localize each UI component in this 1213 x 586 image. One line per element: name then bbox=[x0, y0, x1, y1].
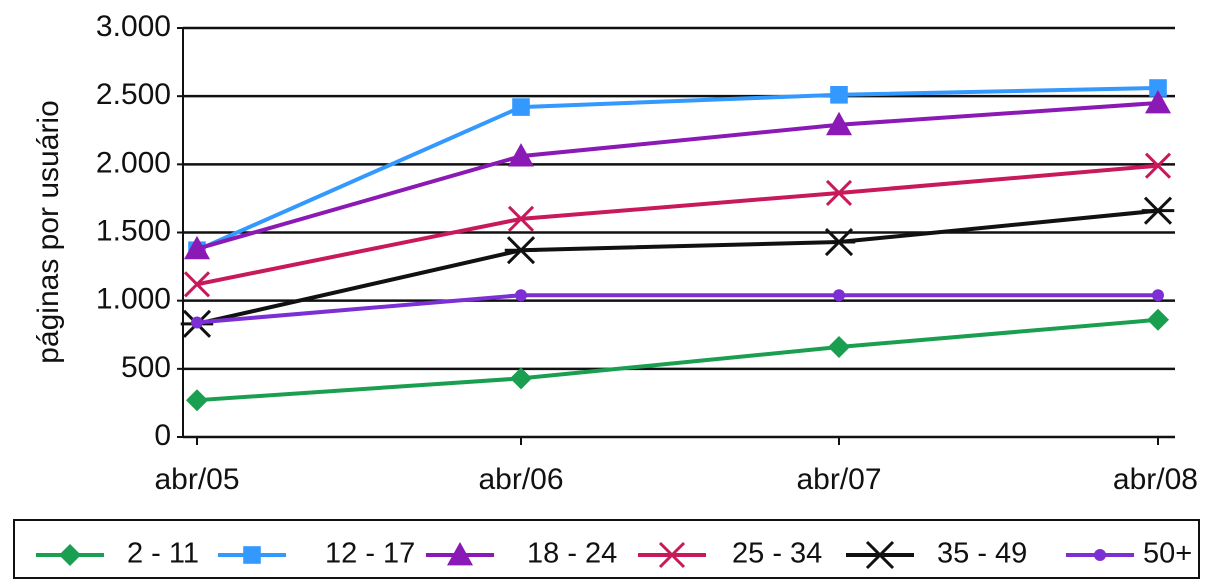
data-point bbox=[1149, 79, 1167, 97]
data-point bbox=[59, 544, 81, 566]
data-point bbox=[1094, 549, 1106, 561]
y-tick-label: 500 bbox=[121, 351, 171, 384]
legend-label: 35 - 49 bbox=[937, 538, 1027, 570]
series-line bbox=[196, 208, 1159, 326]
series-line bbox=[196, 85, 1159, 253]
series-line bbox=[196, 100, 1159, 251]
legend-item: 12 - 17 bbox=[218, 538, 415, 570]
data-point bbox=[1145, 89, 1171, 114]
y-tick-label: 1.500 bbox=[96, 214, 171, 247]
y-axis-title: páginas por usuário bbox=[32, 100, 65, 364]
x-tick-label: abr/08 bbox=[1113, 463, 1198, 496]
data-point bbox=[510, 367, 532, 390]
series-line bbox=[196, 163, 1159, 287]
legend-label: 2 - 11 bbox=[127, 538, 199, 570]
data-point bbox=[512, 98, 530, 116]
series-line bbox=[196, 293, 1158, 325]
y-tick-label: 3.000 bbox=[96, 10, 171, 43]
series-35-49 bbox=[180, 196, 1175, 338]
data-point bbox=[830, 86, 848, 104]
data-point bbox=[828, 336, 850, 359]
x-axis: abr/05 abr/06 abr/07 abr/08 bbox=[154, 435, 1198, 496]
data-point bbox=[447, 542, 473, 566]
y-tick-label: 0 bbox=[154, 419, 171, 452]
legend-label: 12 - 17 bbox=[325, 538, 415, 570]
data-point bbox=[183, 271, 211, 298]
x-tick-label: abr/07 bbox=[796, 463, 881, 496]
legend-item: 50+ bbox=[1066, 538, 1192, 570]
legend-label: 18 - 24 bbox=[527, 538, 617, 570]
data-point bbox=[1144, 152, 1172, 179]
series-line bbox=[196, 317, 1159, 403]
data-point bbox=[826, 111, 852, 136]
data-point bbox=[1152, 289, 1164, 302]
series-50 bbox=[191, 289, 1164, 329]
series-18-24 bbox=[184, 89, 1171, 260]
data-point bbox=[822, 227, 856, 257]
series-25-34 bbox=[183, 152, 1172, 298]
legend-item: 25 - 34 bbox=[638, 538, 822, 570]
data-point bbox=[507, 205, 535, 232]
data-point bbox=[504, 236, 538, 265]
y-tick-label: 2.500 bbox=[96, 78, 171, 111]
legend-item: 18 - 24 bbox=[426, 538, 617, 570]
x-tick-label: abr/06 bbox=[478, 463, 563, 496]
data-point bbox=[658, 541, 686, 569]
grid-lines bbox=[183, 26, 1175, 371]
legend-label: 25 - 34 bbox=[732, 538, 822, 570]
y-tick-label: 1.000 bbox=[96, 283, 171, 316]
data-point bbox=[508, 143, 534, 167]
legend-item: 35 - 49 bbox=[846, 538, 1027, 570]
legend-box bbox=[13, 519, 1200, 579]
x-tick-label: abr/05 bbox=[154, 463, 239, 496]
data-point bbox=[184, 235, 210, 260]
series-2-11 bbox=[186, 308, 1169, 412]
legend: 2 - 11 12 - 17 18 - 24 25 - 34 35 - 49 50+ bbox=[13, 519, 1200, 579]
data-point bbox=[515, 289, 527, 302]
data-point bbox=[833, 289, 845, 302]
data-point bbox=[191, 316, 203, 329]
y-tick-label: 2.000 bbox=[96, 146, 171, 179]
legend-item: 2 - 11 bbox=[36, 538, 199, 570]
legend-label: 50+ bbox=[1143, 538, 1192, 570]
data-point bbox=[863, 540, 897, 570]
data-point bbox=[825, 179, 853, 207]
data-point bbox=[1147, 308, 1169, 331]
data-point bbox=[243, 546, 261, 564]
y-axis-ticks: 0 500 1.000 1.500 2.000 2.500 3.000 bbox=[96, 10, 184, 452]
data-point bbox=[1141, 196, 1175, 225]
data-point bbox=[186, 389, 208, 412]
series-lines bbox=[180, 79, 1175, 412]
